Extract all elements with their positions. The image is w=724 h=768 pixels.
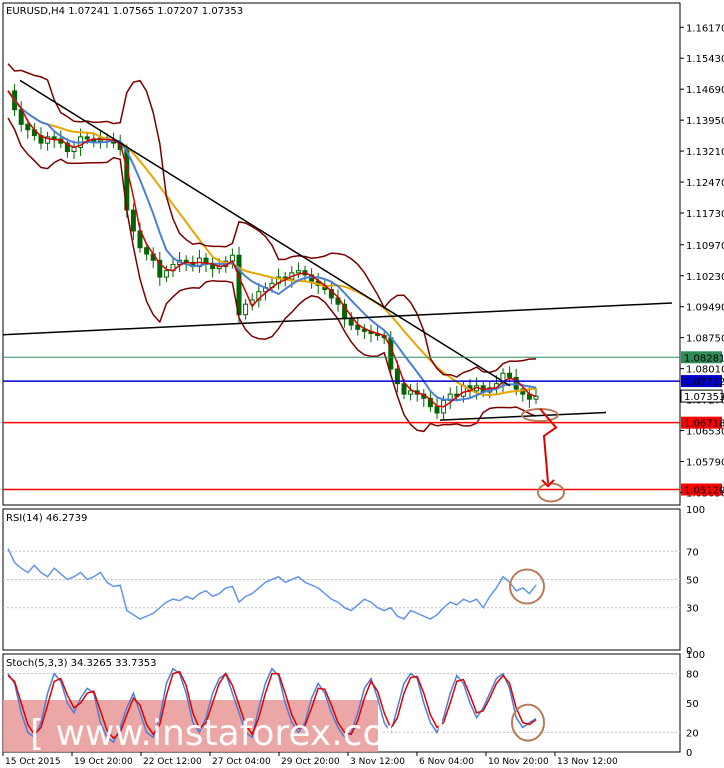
stoch-panel-title: Stoch(5,3,3) 34.3265 33.7353 bbox=[6, 658, 157, 669]
time-tick-label: 6 Nov 04:00 bbox=[419, 757, 474, 767]
level-badge-label: 1.07712 bbox=[684, 377, 724, 388]
candle-body bbox=[130, 209, 136, 232]
level-badge bbox=[681, 351, 722, 364]
stoch-main-line bbox=[7, 667, 537, 744]
watermark-text: [ www.instaforex.com ] bbox=[30, 713, 445, 754]
price-tick-label: 1.10230 bbox=[686, 272, 724, 283]
downtrend-line bbox=[19, 79, 511, 387]
candle-body bbox=[520, 388, 526, 395]
stoch-tick-label: 0 bbox=[686, 748, 692, 759]
time-tick-label: 15 Oct 2015 bbox=[5, 757, 61, 767]
time-tick-label: 27 Oct 04:00 bbox=[212, 757, 271, 767]
bollinger-upper bbox=[7, 63, 537, 378]
stoch-tick-label: 50 bbox=[686, 699, 699, 710]
price-tick-label: 1.14690 bbox=[686, 85, 724, 96]
price-tick-label: 1.16170 bbox=[686, 23, 724, 34]
candle-body bbox=[500, 372, 506, 385]
candle-body bbox=[388, 337, 394, 370]
watermark-band bbox=[3, 700, 378, 752]
stoch-signal-line bbox=[7, 670, 537, 740]
price-tick-label: 1.06530 bbox=[686, 427, 724, 438]
time-tick-label: 29 Oct 20:00 bbox=[281, 757, 340, 767]
candle-body bbox=[236, 254, 242, 316]
candle-body bbox=[394, 368, 400, 385]
level-badge bbox=[681, 375, 722, 388]
price-tick-label: 1.10970 bbox=[686, 241, 724, 252]
price-tick-label: 1.08010 bbox=[686, 365, 724, 376]
time-tick-label: 22 Oct 12:00 bbox=[143, 757, 202, 767]
stoch-tick-label: 100 bbox=[686, 650, 705, 661]
level-badge-label: 1.07353 bbox=[684, 392, 724, 403]
level-badge-label: 1.08281 bbox=[684, 353, 724, 364]
bollinger-lower bbox=[7, 117, 537, 433]
candle-body bbox=[45, 136, 51, 144]
support-trend-line bbox=[2, 302, 673, 336]
rsi-tick-label: 50 bbox=[686, 576, 699, 587]
price-tick-label: 1.13210 bbox=[686, 147, 724, 158]
rsi-tick-label: 0 bbox=[686, 646, 692, 657]
price-tick-label: 1.05790 bbox=[686, 457, 724, 468]
time-tick-label: 3 Nov 12:00 bbox=[350, 757, 405, 767]
price-tick-label: 1.12470 bbox=[686, 178, 724, 189]
candle-body bbox=[295, 270, 301, 274]
candle-body bbox=[243, 303, 249, 316]
price-tick-label: 1.08750 bbox=[686, 334, 724, 345]
level-badge-label: 1.06718 bbox=[684, 419, 724, 430]
main-panel-title: EURUSD,H4 1.07241 1.07565 1.07207 1.0735… bbox=[6, 6, 243, 17]
candle-body bbox=[434, 406, 440, 414]
candle-body bbox=[51, 136, 57, 140]
stoch-tick-label: 20 bbox=[686, 728, 699, 739]
time-tick-label: 19 Oct 20:00 bbox=[74, 757, 133, 767]
rsi-tick-label: 100 bbox=[686, 505, 705, 516]
candle-body bbox=[348, 318, 354, 326]
rsi-line bbox=[7, 548, 537, 620]
rsi-annotation-circle bbox=[509, 568, 545, 605]
candle-body bbox=[157, 259, 163, 278]
stoch-tick-label: 80 bbox=[686, 670, 699, 681]
forecast-arrow-path bbox=[539, 408, 558, 483]
candle-body bbox=[507, 372, 513, 378]
time-tick-label: 10 Nov 20:00 bbox=[488, 757, 549, 767]
level-badge bbox=[680, 389, 723, 403]
candle-body bbox=[256, 291, 262, 301]
price-tick-label: 1.09490 bbox=[686, 303, 724, 314]
price-tick-label: 1.11730 bbox=[686, 209, 724, 220]
candle-body bbox=[64, 142, 70, 153]
rsi-tick-label: 30 bbox=[686, 604, 699, 615]
price-tick-label: 1.13950 bbox=[686, 116, 724, 127]
candle-body bbox=[401, 383, 407, 395]
price-tick-label: 1.15430 bbox=[686, 54, 724, 65]
candle-body bbox=[163, 270, 169, 278]
candle-body bbox=[25, 123, 31, 131]
stoch-annotation-circle bbox=[511, 703, 545, 742]
forecast-arrow-head bbox=[541, 479, 555, 488]
ma-red-line bbox=[7, 90, 537, 408]
time-tick-label: 13 Nov 12:00 bbox=[557, 757, 618, 767]
candle-body bbox=[84, 136, 90, 140]
candle-body bbox=[408, 390, 414, 395]
ma-orange-line bbox=[7, 90, 537, 397]
rsi-tick-label: 70 bbox=[686, 547, 699, 558]
level-badge bbox=[681, 416, 722, 429]
candle-body bbox=[144, 247, 150, 255]
rsi-panel-title: RSI(14) 46.2739 bbox=[6, 513, 87, 524]
ma-blue-line bbox=[7, 90, 537, 402]
level-badge bbox=[681, 483, 722, 496]
level-badge-label: 1.05120 bbox=[684, 486, 724, 497]
